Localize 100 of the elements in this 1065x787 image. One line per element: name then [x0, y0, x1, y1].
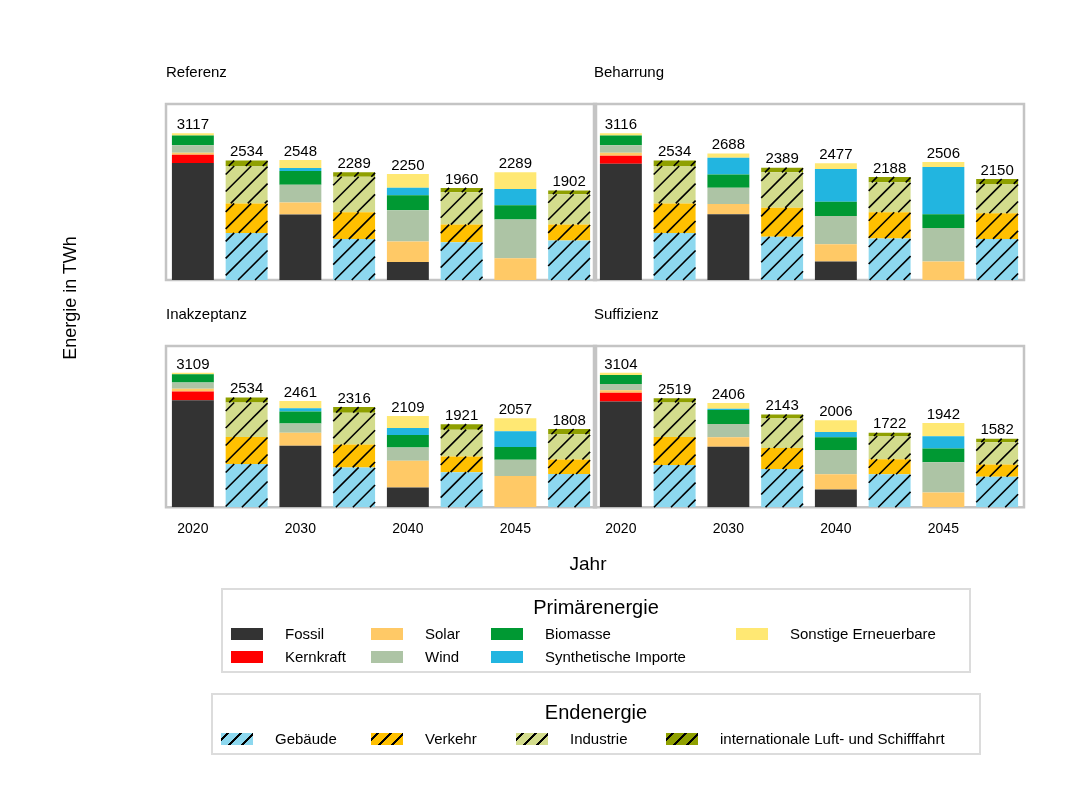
bar — [279, 184, 322, 203]
bar — [599, 133, 642, 136]
bar — [814, 431, 857, 438]
bar — [171, 400, 214, 508]
bar — [279, 171, 322, 185]
bar — [494, 172, 537, 189]
annotation: 2006 — [819, 401, 853, 419]
annotation: 2289 — [337, 153, 371, 171]
bar — [279, 160, 322, 169]
bar — [707, 187, 750, 204]
bar — [922, 261, 965, 280]
bar — [814, 201, 857, 216]
bar — [171, 145, 214, 153]
chart-title: Referenz — [166, 63, 227, 81]
legend-label: Biomasse — [545, 625, 611, 642]
bar — [494, 258, 537, 280]
bar — [494, 188, 537, 206]
x-tick-label: 2045 — [499, 520, 532, 537]
bar — [922, 423, 965, 437]
bar — [599, 163, 642, 280]
bar — [386, 435, 429, 448]
x-tick-label: 2045 — [927, 520, 960, 537]
annotation: 2057 — [498, 399, 533, 417]
bar — [279, 400, 322, 409]
bar — [599, 392, 642, 402]
bar — [707, 174, 750, 188]
bar — [814, 450, 857, 475]
bar — [707, 446, 750, 508]
legend-label: Verkehr — [425, 730, 477, 747]
bar — [279, 168, 322, 172]
annotation: 1921 — [444, 405, 479, 423]
annotation: 1960 — [444, 169, 479, 187]
bar — [279, 202, 322, 215]
text: Endenergie — [544, 701, 648, 723]
annotation: 2316 — [337, 388, 371, 406]
bar — [814, 168, 857, 202]
legend-label: Gebäude — [275, 730, 337, 747]
annotation: 2519 — [657, 379, 692, 397]
bar — [494, 446, 537, 460]
bar — [279, 411, 322, 424]
annotation: 2534 — [657, 142, 692, 160]
bar — [599, 401, 642, 508]
annotation: 1942 — [926, 404, 961, 422]
bar — [386, 173, 429, 188]
bar — [494, 205, 537, 220]
x-axis-title: Jahr — [569, 553, 607, 575]
bar — [494, 475, 537, 508]
bar — [707, 214, 750, 280]
text: 3116 — [604, 114, 638, 132]
bar — [386, 262, 429, 280]
annotation: 2250 — [391, 155, 425, 173]
annotation: 2150 — [980, 160, 1014, 178]
bar — [814, 215, 857, 245]
bar — [599, 372, 642, 376]
bar — [707, 423, 750, 438]
bar — [922, 161, 965, 168]
bar — [386, 487, 429, 508]
bar — [386, 415, 429, 428]
bar — [599, 384, 642, 391]
x-tick-label: 2030 — [712, 520, 745, 537]
chart-title: Suffizienz — [594, 305, 659, 323]
legend-label: internationale Luft- und Schifffahrt — [720, 730, 945, 747]
bar — [386, 210, 429, 242]
annotation: 2109 — [391, 397, 425, 415]
annotation: 2506 — [926, 143, 961, 161]
bar — [922, 448, 965, 463]
bar — [814, 474, 857, 490]
bar — [279, 445, 322, 508]
bar — [707, 409, 750, 424]
bar — [279, 214, 322, 280]
bar — [599, 152, 642, 156]
bar — [707, 203, 750, 215]
x-tick-label: 2040 — [820, 520, 852, 537]
bar — [922, 462, 965, 493]
y-axis-title: Energie in TWh — [59, 236, 81, 360]
annotation: 2289 — [498, 153, 533, 171]
bar — [386, 460, 429, 488]
bar — [707, 437, 750, 447]
bar — [599, 390, 642, 393]
x-tick-label: 2020 — [177, 520, 209, 537]
bar — [707, 157, 750, 175]
chart-title: Beharrung — [594, 63, 665, 81]
legend-label: Fossil — [285, 625, 325, 642]
legend-label: Synthetische Importe — [545, 648, 686, 665]
text: 3104 — [604, 354, 638, 372]
bar — [171, 133, 214, 136]
annotation: 2461 — [283, 382, 318, 400]
annotation: 2534 — [229, 379, 264, 397]
text: 3117 — [176, 114, 210, 132]
annotation: 2406 — [711, 384, 746, 402]
annotation: 1808 — [552, 410, 586, 428]
bar — [386, 195, 429, 211]
bar — [814, 261, 857, 280]
bar — [279, 432, 322, 446]
bar — [814, 244, 857, 262]
bar — [922, 228, 965, 262]
bar — [922, 167, 965, 215]
annotation: 2688 — [711, 135, 746, 153]
bar — [171, 154, 214, 164]
bar — [599, 135, 642, 146]
